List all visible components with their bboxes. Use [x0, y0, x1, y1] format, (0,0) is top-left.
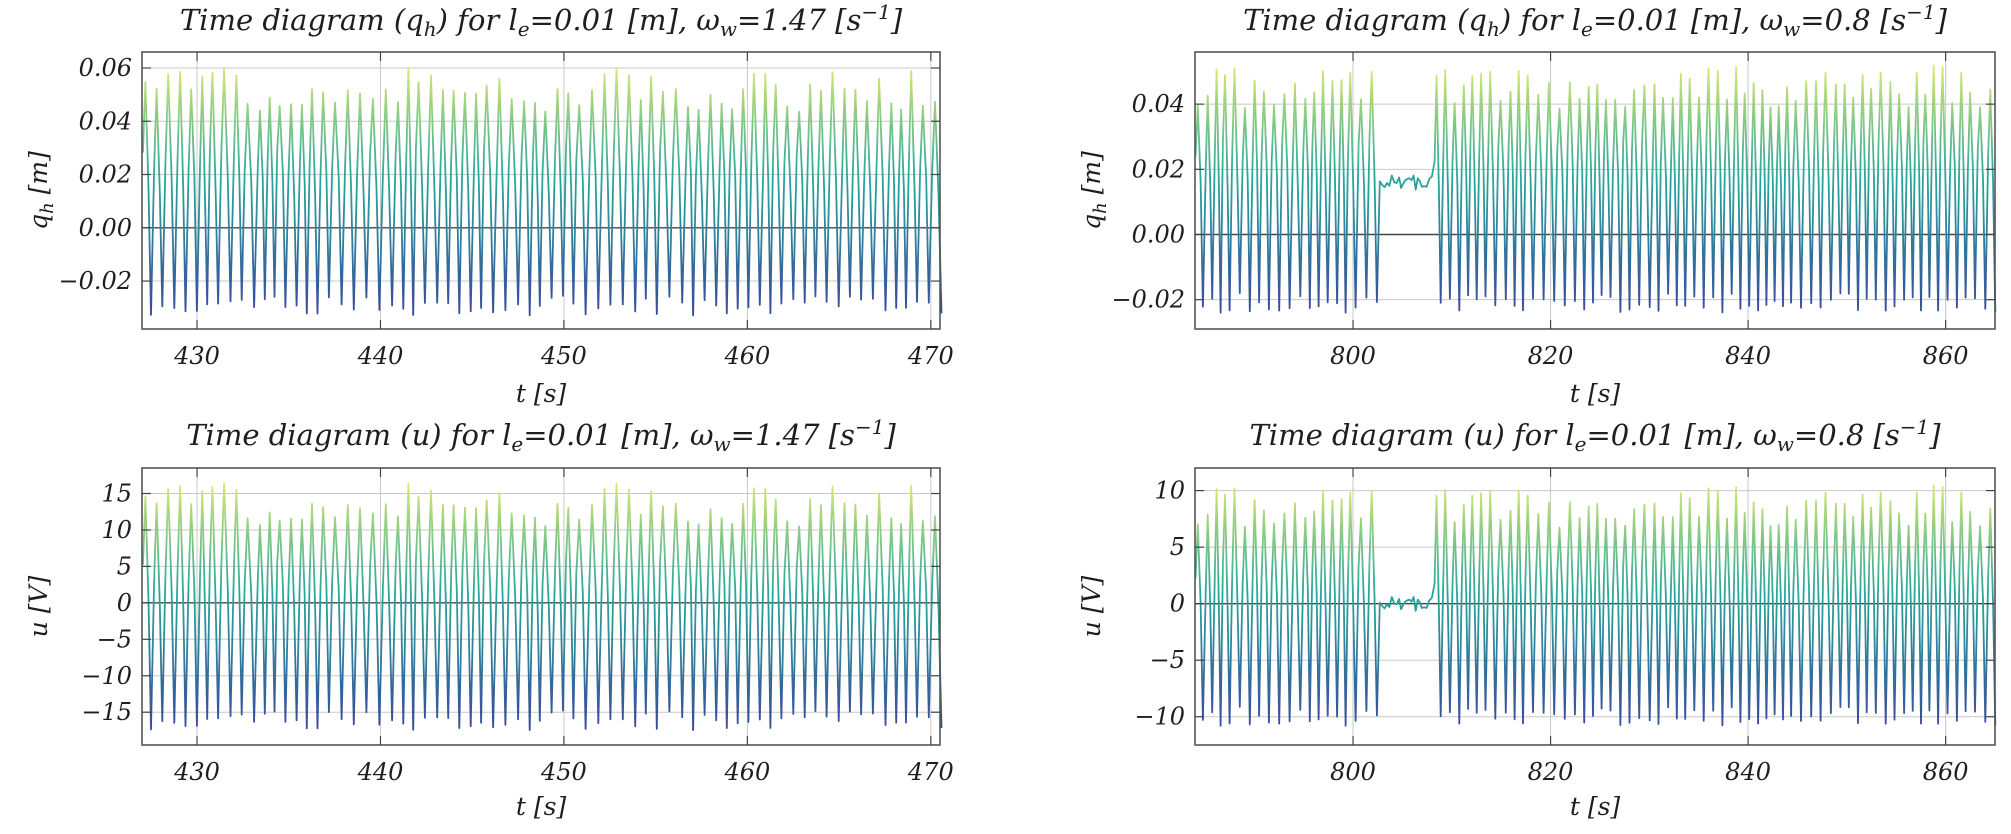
y-tick-label: 0.00 [1132, 220, 1185, 248]
y-tick-label: 0.00 [79, 214, 132, 242]
y-tick-label: 0.04 [1132, 90, 1185, 118]
panel-qh-omega-1.47: −0.02 0.00 0.02 0.04 0.06 430 440 450 460 470 Time… [24, 0, 954, 408]
y-axis-label: qh [m] [1077, 151, 1111, 230]
x-tick-label: 860 [1923, 758, 1969, 786]
x-tick-label: 840 [1725, 758, 1771, 786]
x-tick-label: 860 [1923, 342, 1969, 370]
y-axis-label: qh [m] [24, 151, 58, 230]
x-tick-label: 460 [723, 758, 770, 786]
chart-title: Time diagram (qh) for le=0.01 [m], ωw=0.… [1243, 0, 1948, 41]
chart-title: Time diagram (qh) for le=0.01 [m], ωw=1.… [180, 0, 903, 41]
x-tick-label: 450 [540, 342, 587, 370]
x-tick-label: 820 [1528, 342, 1574, 370]
x-axis-label: t [s] [1570, 792, 1621, 821]
x-tick-label: 450 [540, 758, 587, 786]
chart-title: Time diagram (u) for le=0.01 [m], ωw=0.8… [1249, 415, 1941, 456]
y-tick-label: 0.02 [79, 161, 132, 189]
y-tick-label: 15 [101, 480, 132, 508]
y-tick-label: 0 [117, 589, 132, 617]
x-axis-label: t [s] [516, 379, 567, 408]
y-axis-label: u [V] [1077, 575, 1106, 637]
y-tick-label: −5 [97, 625, 132, 653]
y-tick-label: −10 [1134, 703, 1185, 731]
panel-u-omega-1.47: −15 −10 −5 0 5 10 15 430 440 450 460 470 Time diagra… [24, 415, 954, 821]
y-tick-label: 0.06 [79, 54, 132, 82]
chart-title: Time diagram (u) for le=0.01 [m], ωw=1.4… [186, 415, 896, 456]
x-tick-label: 440 [357, 758, 404, 786]
y-tick-label: −10 [81, 662, 132, 690]
y-tick-label: 0 [1170, 590, 1185, 618]
series-line-q_h [142, 67, 943, 317]
plot-frame [141, 51, 941, 330]
series-line-q_h [1194, 64, 1997, 314]
series-line-u [142, 482, 943, 731]
x-tick-label: 800 [1330, 758, 1376, 786]
x-tick-label: 460 [723, 342, 770, 370]
x-tick-label: 470 [907, 342, 954, 370]
x-tick-label: 800 [1330, 342, 1376, 370]
series-line-u [1194, 484, 1997, 727]
plot-frame [141, 467, 941, 746]
panel-qh-omega-0.8: −0.02 0.00 0.02 0.04 800 820 840 860 Time diagra… [1077, 0, 1997, 408]
x-tick-label: 470 [907, 758, 954, 786]
y-tick-label: 0.02 [1132, 155, 1185, 183]
y-tick-label: 10 [101, 516, 132, 544]
x-axis-label: t [s] [516, 792, 567, 821]
y-tick-label: 5 [117, 552, 132, 580]
y-tick-label: 0.04 [79, 107, 132, 135]
x-tick-label: 430 [173, 758, 220, 786]
y-tick-label: −0.02 [1111, 286, 1185, 314]
x-tick-label: 840 [1725, 342, 1771, 370]
x-tick-label: 820 [1528, 758, 1574, 786]
y-tick-label: −5 [1150, 646, 1185, 674]
x-tick-label: 440 [357, 342, 404, 370]
y-tick-label: 10 [1154, 477, 1185, 505]
y-tick-label: −0.02 [58, 267, 132, 295]
y-tick-label: 5 [1170, 533, 1185, 561]
plot-frame [1194, 51, 1996, 330]
y-axis-label: u [V] [24, 575, 53, 637]
x-tick-label: 430 [173, 342, 220, 370]
y-tick-label: −15 [81, 698, 132, 726]
plot-frame [1194, 467, 1996, 746]
x-axis-label: t [s] [1570, 379, 1621, 408]
panel-u-omega-0.8: −10 −5 0 5 10 800 820 840 860 Time diagram (u) fo… [1077, 415, 1997, 821]
